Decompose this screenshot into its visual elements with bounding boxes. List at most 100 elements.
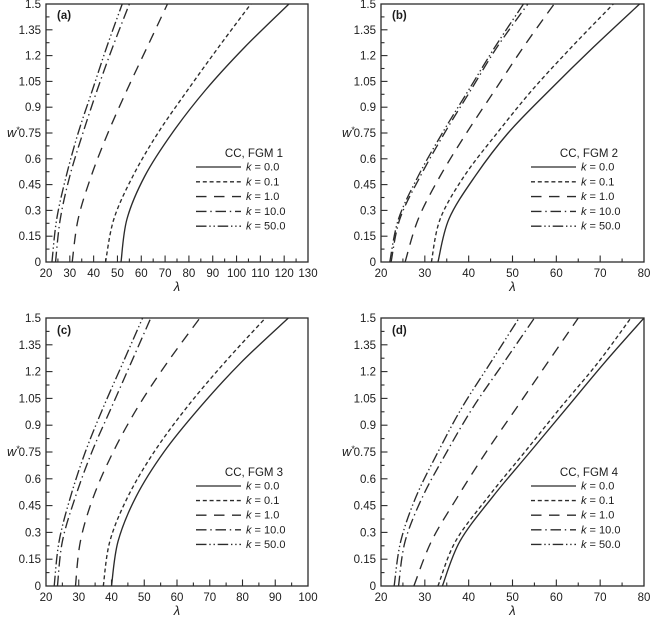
svg-text:40: 40 [462,268,475,280]
legend-entry-label: k = 50.0 [581,539,620,551]
series-curves [389,4,641,262]
chart-d: 20 30 40 50 60 70 80 0 0.15 0.3 0.45 0.6 0.75 0.9 1.05… [342,313,651,618]
chart-c: 20 30 40 50 60 70 80 90 100 0 0.15 0.3 0.45 0.6 0.75 0.… [7,313,318,618]
curve-k=50.0 [393,318,520,586]
legend-entry-label: k = 0.1 [581,176,614,188]
curve-k=10.0 [56,318,152,586]
svg-text:20: 20 [375,592,388,604]
y-axis-tick-labels: 0 0.15 0.3 0.45 0.6 0.75 0.9 1.05 1.2 1.35 1.5 [354,0,376,269]
curve-k=0.0 [120,4,290,262]
y-axis-tick-labels: 0 0.15 0.3 0.45 0.6 0.75 0.9 1.05 1.2 1.35 1.5 [19,0,41,269]
x-axis-title: λ [173,603,180,618]
svg-text:20: 20 [40,592,53,604]
x-axis-tick-labels: 20 30 40 50 60 70 80 [375,592,651,604]
svg-text:0.15: 0.15 [19,554,41,566]
curve-k=1.0 [74,318,201,586]
curve-k=50.0 [53,318,144,586]
svg-text:1.05: 1.05 [354,393,376,405]
panel-a: 20 30 40 50 60 70 80 90 100 110 120 130 0 0.15 0.3 0.45… [0,0,329,310]
y-axis-title: w* [342,444,355,459]
x-axis-tick-labels: 20 30 40 50 60 70 80 [375,268,651,280]
y-axis-title: w* [342,125,355,140]
legend-title: CC, FGM 3 [225,467,283,479]
svg-text:80: 80 [236,592,249,604]
chart-b: 20 30 40 50 60 70 80 0 0.15 0.3 0.45 0.6 0.75 0.9 1.05… [342,0,651,294]
x-axis-tick-labels: 20 30 40 50 60 70 80 90 100 [40,592,318,604]
svg-text:1.5: 1.5 [360,313,376,325]
curve-k=10.0 [397,318,535,586]
svg-text:0.45: 0.45 [354,501,376,513]
curve-k=0.0 [437,4,641,262]
legend-title: CC, FGM 4 [560,467,619,479]
legend-title: CC, FGM 1 [225,148,283,160]
curve-k=10.0 [390,4,529,262]
svg-text:50: 50 [506,592,519,604]
curve-k=50.0 [389,4,525,262]
legend-entry-label: k = 50.0 [581,221,620,233]
svg-text:0.75: 0.75 [354,447,376,459]
x-axis [402,579,623,586]
curve-k=0.1 [102,318,266,586]
svg-text:1.05: 1.05 [19,76,41,88]
series-curves [53,318,289,586]
svg-text:70: 70 [594,268,607,280]
svg-text:0: 0 [35,581,41,593]
svg-text:1.05: 1.05 [19,393,41,405]
svg-text:0.15: 0.15 [19,231,41,243]
legend-entry-label: k = 10.0 [581,524,620,536]
y-axis [46,16,53,250]
svg-text:70: 70 [203,592,216,604]
svg-text:30: 30 [418,592,431,604]
svg-text:0.45: 0.45 [19,180,41,192]
svg-text:20: 20 [40,268,53,280]
series-curves [393,318,644,586]
y-axis-tick-labels: 0 0.15 0.3 0.45 0.6 0.75 0.9 1.05 1.2 1.35 1.5 [354,313,376,593]
y-axis [381,330,388,574]
svg-text:40: 40 [87,268,100,280]
x-axis [61,579,293,586]
curve-k=1.0 [413,318,579,586]
svg-text:0.75: 0.75 [19,447,41,459]
svg-text:1.35: 1.35 [354,25,376,37]
svg-text:0.75: 0.75 [19,128,41,140]
svg-text:60: 60 [550,268,563,280]
svg-text:1.2: 1.2 [360,51,376,63]
legend: CC, FGM 2 k = 0.0 k = 0.1 k = 1.0 k = 10.0 k … [531,148,620,233]
legend-entry-label: k = 10.0 [246,206,285,218]
svg-text:110: 110 [251,268,269,280]
x-axis-title: λ [508,279,515,294]
svg-text:40: 40 [105,592,118,604]
svg-text:0: 0 [370,581,376,593]
svg-text:0.3: 0.3 [360,205,376,217]
svg-text:0.45: 0.45 [354,180,376,192]
svg-text:0.45: 0.45 [19,501,41,513]
svg-text:100: 100 [298,592,317,604]
svg-text:80: 80 [638,592,651,604]
chart-a: 20 30 40 50 60 70 80 90 100 110 120 130 0 0.15 0.3 0.45… [7,0,318,294]
panel-label: (a) [57,10,71,22]
y-axis [381,16,388,250]
legend-entry-label: k = 50.0 [246,221,285,233]
svg-text:0.3: 0.3 [360,527,376,539]
svg-text:1.35: 1.35 [19,25,41,37]
legend-entry-label: k = 0.0 [581,162,614,174]
svg-text:0.15: 0.15 [354,231,376,243]
svg-text:60: 60 [135,268,148,280]
panel-b: 20 30 40 50 60 70 80 0 0.15 0.3 0.45 0.6 0.75 0.9 1.05… [329,0,658,310]
legend-entry-label: k = 0.0 [246,481,279,493]
svg-text:0.6: 0.6 [360,154,376,166]
svg-text:1.5: 1.5 [25,0,41,11]
svg-text:1.35: 1.35 [19,340,41,352]
svg-text:1.5: 1.5 [25,313,41,325]
panel-d: 20 30 40 50 60 70 80 0 0.15 0.3 0.45 0.6 0.75 0.9 1.05… [329,310,658,620]
legend-entry-label: k = 50.0 [246,539,285,551]
panel-label: (b) [392,10,407,22]
svg-text:0.75: 0.75 [354,128,376,140]
svg-text:0: 0 [35,257,41,269]
y-axis-title: w* [7,444,20,459]
x-axis [57,255,297,262]
svg-text:50: 50 [111,268,124,280]
svg-text:0.15: 0.15 [354,554,376,566]
curve-k=0.0 [110,318,289,586]
